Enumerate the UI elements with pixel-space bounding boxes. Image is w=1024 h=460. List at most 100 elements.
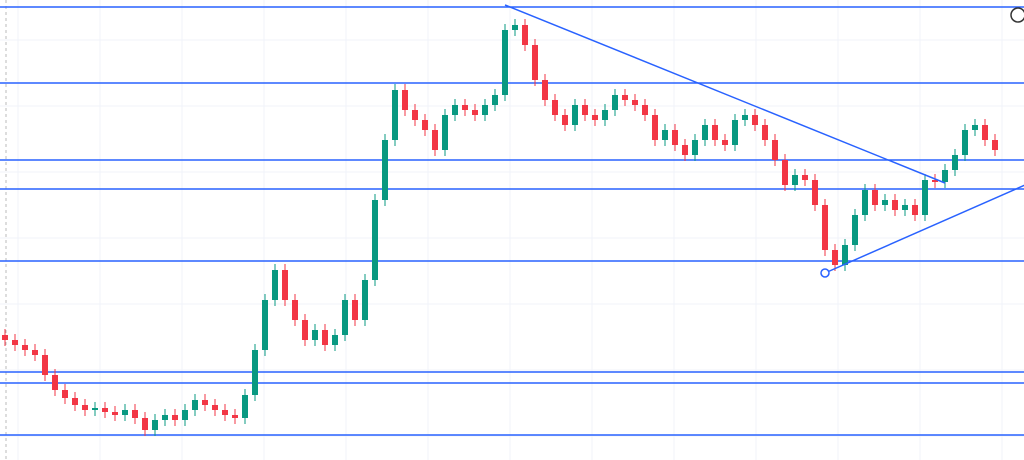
candle-body bbox=[12, 340, 18, 345]
candle-body bbox=[632, 100, 638, 105]
trend-line bbox=[824, 184, 1024, 274]
candle-body bbox=[832, 250, 838, 265]
candle-body bbox=[922, 180, 928, 215]
candle-body bbox=[142, 418, 148, 430]
candle-body bbox=[362, 280, 368, 320]
candle-body bbox=[982, 125, 988, 140]
candle-body bbox=[672, 130, 678, 145]
settings-icon[interactable] bbox=[1010, 7, 1024, 23]
candle-body bbox=[822, 205, 828, 250]
candle-body bbox=[42, 355, 48, 375]
candle-body bbox=[422, 120, 428, 130]
candle-body bbox=[682, 145, 688, 155]
candle-body bbox=[292, 300, 298, 320]
candle-body bbox=[2, 335, 8, 340]
candle-body bbox=[32, 350, 38, 355]
candle-body bbox=[562, 115, 568, 125]
candle-body bbox=[502, 30, 508, 95]
candle-body bbox=[952, 155, 958, 170]
candle-body bbox=[972, 125, 978, 130]
candle-body bbox=[222, 410, 228, 415]
candle-body bbox=[542, 80, 548, 100]
candle-body bbox=[332, 335, 338, 345]
candle-body bbox=[242, 395, 248, 418]
candle-body bbox=[452, 105, 458, 115]
candle-body bbox=[302, 320, 308, 340]
candle-body bbox=[512, 25, 518, 30]
candle-body bbox=[432, 130, 438, 150]
candle-body bbox=[652, 115, 658, 140]
candle-body bbox=[162, 415, 168, 420]
candle-body bbox=[92, 408, 98, 410]
candle-body bbox=[812, 180, 818, 205]
candle-body bbox=[52, 375, 58, 390]
candle-body bbox=[492, 95, 498, 105]
anchor-point bbox=[820, 268, 830, 278]
candle-body bbox=[792, 175, 798, 185]
candle-body bbox=[572, 105, 578, 125]
candle-body bbox=[662, 130, 668, 140]
marks bbox=[0, 4, 1024, 436]
candle-body bbox=[182, 410, 188, 420]
candle-body bbox=[62, 390, 68, 398]
candle-body bbox=[782, 160, 788, 185]
candle-body bbox=[602, 110, 608, 120]
candle-body bbox=[942, 170, 948, 182]
candle-body bbox=[342, 300, 348, 335]
candle-body bbox=[172, 415, 178, 420]
candle-body bbox=[692, 140, 698, 155]
candle-body bbox=[892, 200, 898, 210]
candle-body bbox=[872, 190, 878, 205]
candle-body bbox=[192, 400, 198, 410]
candle-body bbox=[82, 405, 88, 410]
candle-body bbox=[102, 408, 108, 412]
candle-body bbox=[712, 125, 718, 140]
candle-body bbox=[582, 105, 588, 115]
candle-body bbox=[462, 105, 468, 110]
candle-body bbox=[312, 330, 318, 340]
candle-body bbox=[522, 25, 528, 45]
trend-line bbox=[504, 4, 946, 184]
candle-body bbox=[282, 270, 288, 300]
candle-body bbox=[862, 190, 868, 215]
candle-body bbox=[902, 205, 908, 210]
candle-body bbox=[772, 140, 778, 160]
candle-body bbox=[802, 175, 808, 180]
candle-body bbox=[842, 245, 848, 265]
candle-body bbox=[962, 130, 968, 155]
candle-body bbox=[112, 412, 118, 415]
candle-body bbox=[382, 140, 388, 200]
candle-body bbox=[322, 330, 328, 345]
candle-body bbox=[202, 400, 208, 405]
candle-body bbox=[732, 120, 738, 145]
candle-body bbox=[532, 45, 538, 80]
candle-body bbox=[992, 140, 998, 150]
candle-body bbox=[612, 95, 618, 110]
candle-body bbox=[722, 140, 728, 145]
candle-body bbox=[932, 180, 938, 182]
candle-body bbox=[622, 95, 628, 100]
candle-body bbox=[552, 100, 558, 115]
candle-body bbox=[402, 90, 408, 110]
candle-body bbox=[212, 405, 218, 410]
candle-body bbox=[122, 410, 128, 415]
candle-body bbox=[702, 125, 708, 140]
candle-body bbox=[882, 200, 888, 205]
candle-body bbox=[152, 420, 158, 430]
candle-body bbox=[442, 115, 448, 150]
candle-body bbox=[742, 115, 748, 120]
candle-body bbox=[412, 110, 418, 120]
candle-body bbox=[252, 350, 258, 395]
candle-body bbox=[262, 300, 268, 350]
candle-body bbox=[752, 115, 758, 125]
candle-body bbox=[912, 205, 918, 215]
candle-body bbox=[22, 345, 28, 350]
candle-body bbox=[352, 300, 358, 320]
candle-body bbox=[272, 270, 278, 300]
candle-body bbox=[72, 398, 78, 405]
candle-body bbox=[132, 410, 138, 418]
candle-body bbox=[592, 115, 598, 120]
candle-body bbox=[472, 110, 478, 115]
candle-body bbox=[852, 215, 858, 245]
